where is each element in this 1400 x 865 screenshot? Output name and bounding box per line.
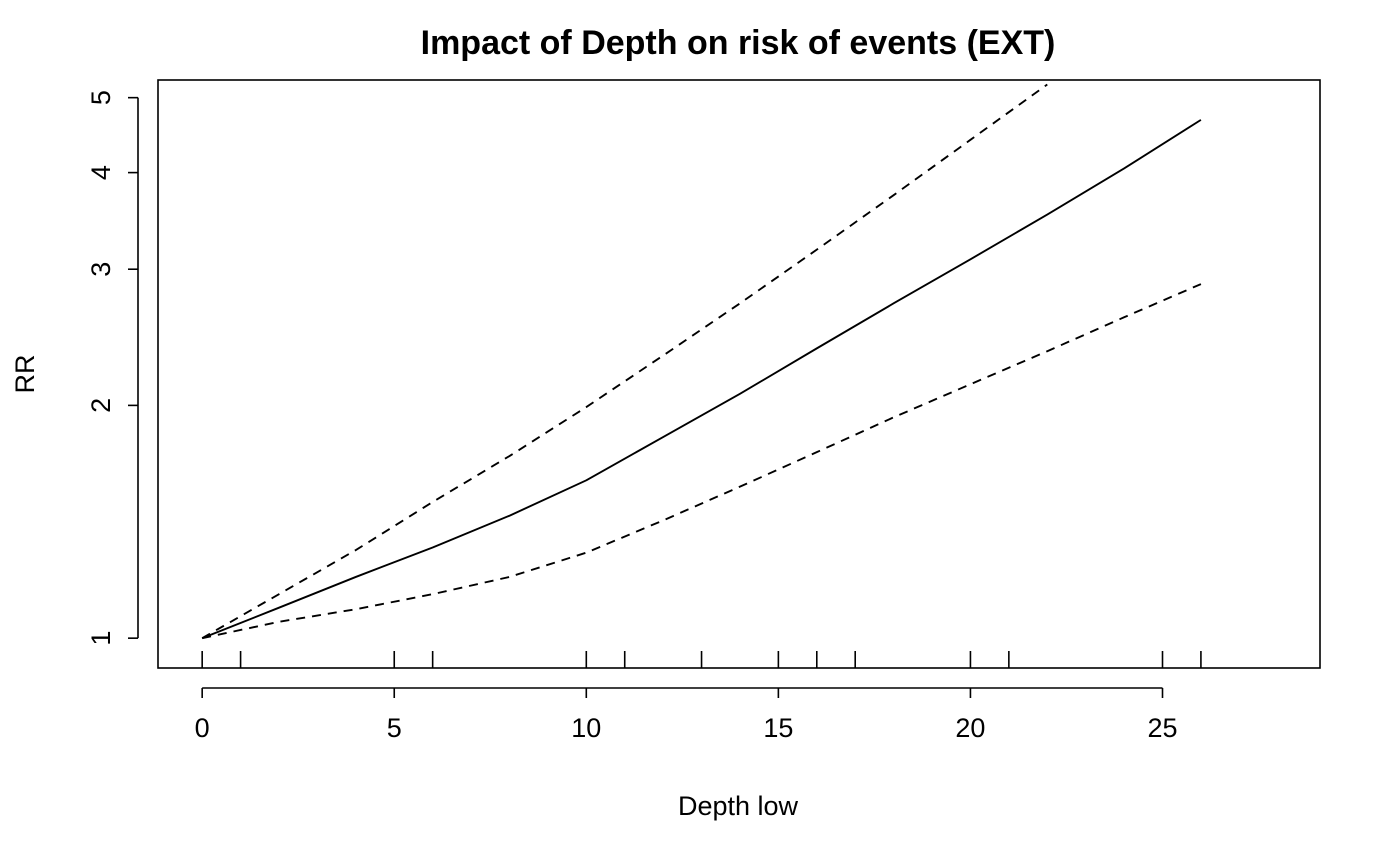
series-line-lower <box>201 283 1202 640</box>
x-axis-label: Depth low <box>678 791 799 821</box>
x-tick-label: 5 <box>387 713 402 743</box>
y-tick-label: 3 <box>86 262 116 277</box>
rug <box>201 651 1202 668</box>
x-tick-label: 10 <box>571 713 601 743</box>
y-axis: 1 2 3 4 5 <box>86 90 139 646</box>
plot-area <box>157 79 1321 669</box>
y-tick-label: 4 <box>86 165 116 180</box>
x-tick-label: 20 <box>955 713 985 743</box>
y-tick-label: 2 <box>86 398 116 413</box>
x-tick-label: 0 <box>195 713 210 743</box>
series-line-upper <box>201 83 1048 639</box>
x-tick-label: 25 <box>1147 713 1177 743</box>
y-axis-label: RR <box>10 355 40 394</box>
y-tick-label: 1 <box>86 631 116 646</box>
x-axis: 0 5 10 15 20 25 <box>195 687 1178 743</box>
y-tick-label: 5 <box>86 90 116 105</box>
series-layer <box>201 83 1202 640</box>
x-tick-label: 15 <box>763 713 793 743</box>
chart-title: Impact of Depth on risk of events (EXT) <box>421 24 1056 62</box>
series-line-estimate <box>201 119 1202 640</box>
